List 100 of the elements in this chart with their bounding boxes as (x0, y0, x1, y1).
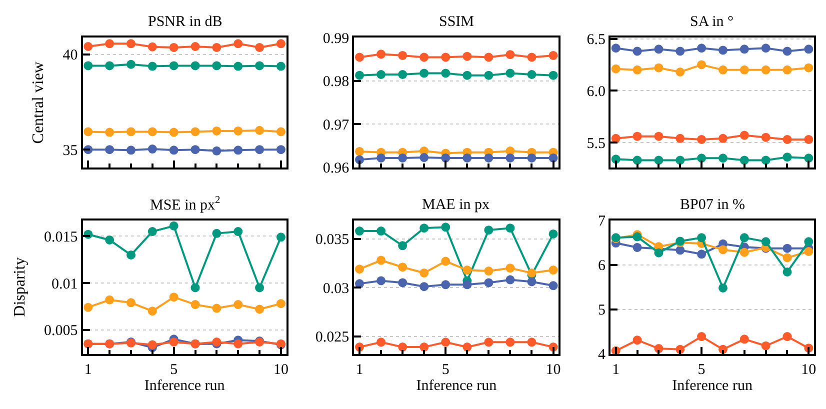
point (126, 39, 136, 48)
point (506, 338, 515, 347)
y-tick-label: 0.98 (322, 74, 350, 90)
point (84, 127, 93, 136)
point (761, 65, 770, 74)
point (718, 283, 728, 292)
point (611, 44, 620, 53)
x-tick-label: 1 (356, 362, 364, 378)
point (484, 70, 494, 80)
point (718, 65, 728, 74)
point (718, 46, 728, 55)
y-tick-label: 0.01 (52, 276, 78, 292)
point (105, 61, 114, 70)
point (632, 242, 642, 252)
point (190, 145, 200, 154)
point (148, 227, 157, 236)
point (441, 222, 450, 232)
y-tick-label: 0.03 (322, 280, 350, 297)
y-tick-label: 5 (598, 302, 606, 319)
point (148, 340, 157, 350)
point (527, 277, 536, 286)
point (148, 62, 157, 71)
point (804, 63, 814, 72)
point (506, 50, 515, 60)
y-tick-label: 5.5 (586, 136, 606, 152)
y-tick-label: 6.5 (586, 32, 606, 48)
point (632, 132, 642, 141)
y-axis-title: Disparity (11, 257, 28, 317)
y-tick-label: 35 (62, 142, 78, 159)
point (462, 52, 472, 61)
chart-title: MSE in px$^{2}$ (150, 195, 220, 214)
point (740, 44, 749, 54)
point (212, 126, 222, 136)
point (740, 334, 749, 344)
y-tick-label: 0.99 (322, 31, 350, 47)
y-tick-label: 0.97 (322, 117, 350, 134)
point (527, 338, 536, 347)
point (212, 61, 222, 70)
point (697, 134, 706, 144)
x-tick-label: 10 (546, 362, 561, 378)
point (782, 332, 792, 342)
point (420, 268, 429, 278)
point (462, 342, 472, 352)
x-tick-label: 5 (442, 362, 450, 378)
point (169, 292, 178, 302)
point (761, 237, 770, 246)
point (105, 295, 114, 304)
point (697, 44, 706, 53)
point (355, 70, 364, 80)
point (782, 152, 792, 162)
point (376, 338, 386, 347)
point (398, 262, 408, 272)
point (506, 68, 515, 78)
point (740, 233, 749, 242)
point (276, 127, 286, 136)
point (255, 145, 264, 154)
point (148, 42, 157, 52)
point (548, 70, 558, 80)
point (527, 52, 536, 62)
point (697, 332, 706, 342)
point (169, 146, 178, 155)
x-tick-label: 10 (273, 362, 288, 378)
point (676, 68, 685, 76)
point (654, 132, 664, 141)
y-tick-label: 40 (62, 48, 78, 64)
point (376, 153, 386, 162)
point (234, 300, 243, 310)
point (420, 68, 429, 78)
point (506, 264, 515, 273)
point (212, 42, 222, 52)
point (548, 266, 558, 275)
point (740, 156, 749, 165)
point (632, 156, 642, 165)
point (376, 256, 386, 265)
point (718, 154, 728, 163)
point (84, 61, 93, 70)
point (548, 50, 558, 60)
point (126, 298, 136, 308)
point (611, 134, 620, 143)
point (718, 134, 728, 143)
x-tick-label: 5 (170, 362, 178, 378)
point (462, 280, 472, 290)
point (761, 156, 770, 165)
y-tick-label: 6.0 (586, 84, 606, 100)
point (676, 344, 685, 354)
point (697, 250, 706, 259)
point (276, 299, 286, 308)
point (506, 224, 515, 233)
point (169, 42, 178, 52)
point (276, 232, 286, 242)
point (441, 280, 450, 290)
point (276, 62, 286, 71)
point (355, 146, 364, 156)
point (105, 128, 114, 137)
point (441, 68, 450, 78)
point (761, 341, 770, 350)
y-tick-label: 0.025 (315, 330, 350, 346)
point (484, 226, 494, 235)
point (548, 229, 558, 238)
point (484, 52, 494, 62)
